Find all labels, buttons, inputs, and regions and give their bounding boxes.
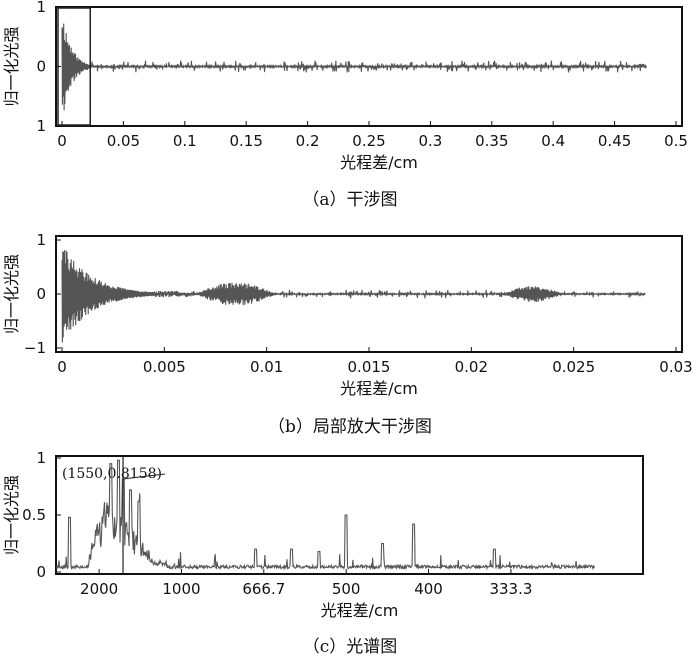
zoom-highlight-box — [57, 7, 91, 126]
y-tick-label: 0 — [36, 563, 46, 581]
x-tick-label: 0.3 — [418, 132, 442, 150]
x-tick-label: 0.015 — [348, 358, 391, 376]
x-tick-label: 0.03 — [659, 358, 692, 376]
x-tick-label: 666.7 — [242, 580, 285, 598]
x-tick-label: 0.5 — [664, 132, 688, 150]
y-axis-label: 归一化光强 — [2, 26, 21, 106]
x-axis-label: 光程差/cm — [340, 153, 418, 172]
x-tick-label: 0.45 — [598, 132, 631, 150]
y-tick-label: 0.5 — [22, 506, 46, 524]
x-tick-label: 0.25 — [352, 132, 385, 150]
x-tick-label: 0.025 — [552, 358, 595, 376]
x-tick-label: 500 — [332, 580, 361, 598]
panel-c: 0 0.5 1 2000 1000 666.7 500 400 333.3 归一化光强光程差/cm… — [2, 449, 644, 657]
x-tick-label: 0.15 — [229, 132, 262, 150]
panel-caption: （a）干涉图 — [302, 190, 397, 210]
x-tick-label: 0 — [57, 358, 67, 376]
x-tick-label: 0.2 — [296, 132, 320, 150]
x-tick-label: 400 — [414, 580, 443, 598]
x-tick-label: 2000 — [80, 580, 118, 598]
panel-b: −1 0 1 0 0.005 0.01 0.015 0.02 0.025 0.03 归一化光强光程差… — [2, 231, 693, 437]
x-tick-label: 0.1 — [173, 132, 197, 150]
x-tick-label: 0.05 — [107, 132, 140, 150]
x-tick-label: 0.4 — [541, 132, 565, 150]
panel-caption: （b）局部放大干涉图 — [268, 417, 432, 437]
x-axis-label: 光程差/cm — [340, 379, 418, 398]
panel-caption: （c）光谱图 — [303, 637, 398, 657]
x-tick-label: 0 — [57, 132, 67, 150]
x-tick-label: 333.3 — [489, 580, 532, 598]
y-tick-label: −1 — [24, 339, 46, 357]
y-tick-label: 1 — [36, 231, 46, 249]
x-tick-label: 0.02 — [455, 358, 488, 376]
x-axis-label: 光程差/cm — [321, 601, 399, 620]
y-axis-label: 归一化光强 — [2, 475, 21, 555]
y-axis-label: 归一化光强 — [2, 254, 21, 334]
series-line — [61, 23, 647, 111]
x-tick-label: 1000 — [162, 580, 200, 598]
x-tick-label: 0.005 — [143, 358, 186, 376]
y-tick-label: 1 — [36, 449, 46, 467]
marker-annotation: (1550,0.8158) — [62, 466, 162, 482]
y-tick-label: 1 — [36, 0, 46, 16]
series-line — [61, 250, 646, 343]
x-tick-label: 0.01 — [250, 358, 283, 376]
x-tick-label: 0.35 — [475, 132, 508, 150]
series-line — [55, 459, 596, 571]
y-tick-label: 1 — [36, 117, 46, 135]
y-tick-label: 0 — [36, 285, 46, 303]
y-tick-label: 0 — [36, 58, 46, 76]
annotation-leader — [122, 473, 166, 480]
